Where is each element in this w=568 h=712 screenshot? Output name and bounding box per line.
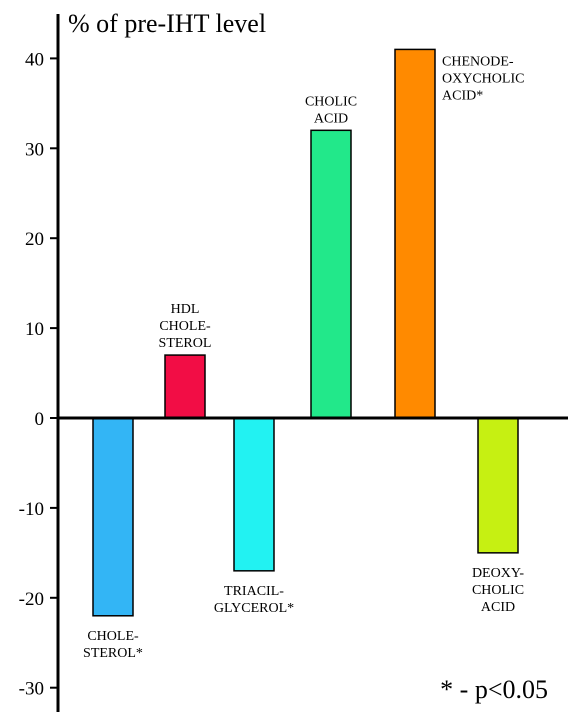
significance-note: * - p<0.05: [440, 675, 548, 704]
bar-label: CHENODE-OXYCHOLIC ACID*: [442, 54, 524, 103]
y-axis-ticks: 40 30 20 10 0 -10 -20 -30: [19, 49, 58, 700]
y-tick-label: 10: [25, 319, 44, 340]
bar-label: CHOLE-STEROL*: [83, 629, 143, 661]
bar-labels: CHOLE-STEROL* HDL CHOLE-STEROL TRIACIL-GLYC…: [83, 54, 524, 660]
y-tick-label: -30: [19, 679, 44, 700]
y-tick-label: 20: [25, 229, 44, 250]
y-tick-label: 30: [25, 139, 44, 160]
bar-label: TRIACIL-GLYCEROL*: [214, 584, 294, 616]
bar: [394, 48, 436, 419]
bar: [164, 354, 206, 419]
bar: [477, 417, 519, 554]
bar-label: CHOLIC ACID: [305, 94, 357, 126]
y-tick-label: 40: [25, 49, 44, 70]
y-tick-label: -20: [19, 589, 44, 610]
y-tick-label: -10: [19, 499, 44, 520]
bars: [92, 48, 519, 617]
y-axis-title: % of pre-IHT level: [68, 9, 266, 38]
bar: [233, 417, 275, 572]
bar: [92, 417, 134, 617]
bar: [310, 129, 352, 419]
bar-label: DEOXY-CHOLIC ACID: [472, 566, 524, 615]
y-tick-label: 0: [35, 409, 45, 430]
bar-label: HDL CHOLE-STEROL: [159, 302, 212, 351]
